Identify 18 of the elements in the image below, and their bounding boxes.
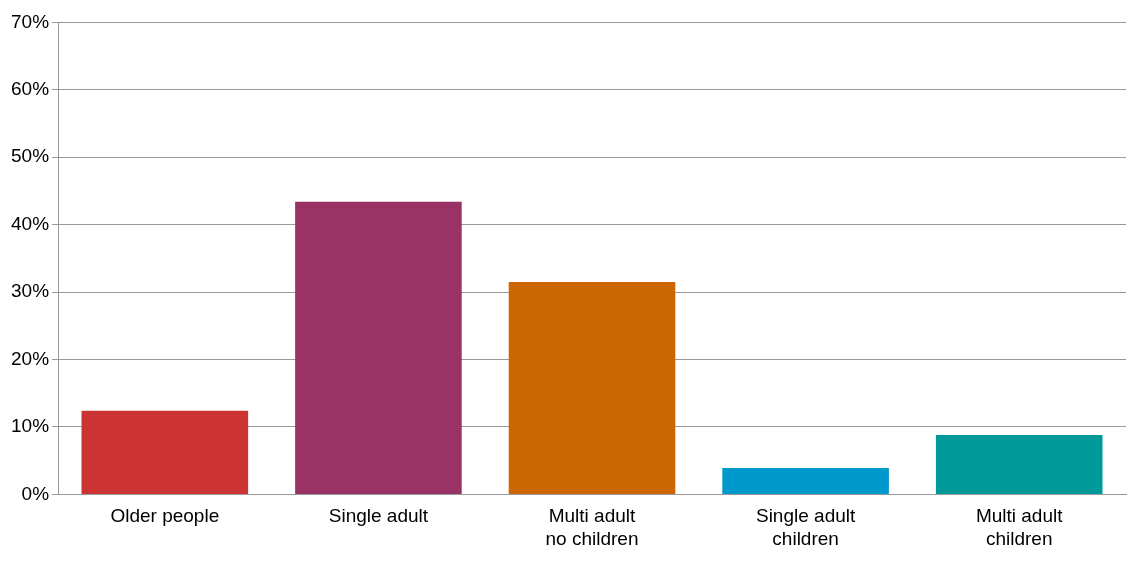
y-tick-label: 50% xyxy=(11,145,50,167)
y-tick-label: 0% xyxy=(21,482,50,504)
y-tick-label: 20% xyxy=(11,347,50,369)
bar xyxy=(722,468,889,494)
x-tick-label: Multi adult no children xyxy=(545,505,639,549)
bar xyxy=(935,435,1103,494)
y-tick-label: 30% xyxy=(11,280,50,302)
x-tick-label: Single adult xyxy=(328,505,429,527)
bar xyxy=(295,201,462,494)
bar xyxy=(508,282,676,494)
y-tick-label: 10% xyxy=(11,415,50,437)
y-tick-label: 70% xyxy=(11,10,50,32)
x-tick-label: Older people xyxy=(110,505,220,527)
y-tick-label: 60% xyxy=(11,78,50,100)
y-tick-label: 40% xyxy=(11,212,50,234)
x-tick-label: Single adult children xyxy=(755,505,856,549)
x-tick-label: Multi adult children xyxy=(975,505,1064,549)
bar xyxy=(81,410,249,494)
